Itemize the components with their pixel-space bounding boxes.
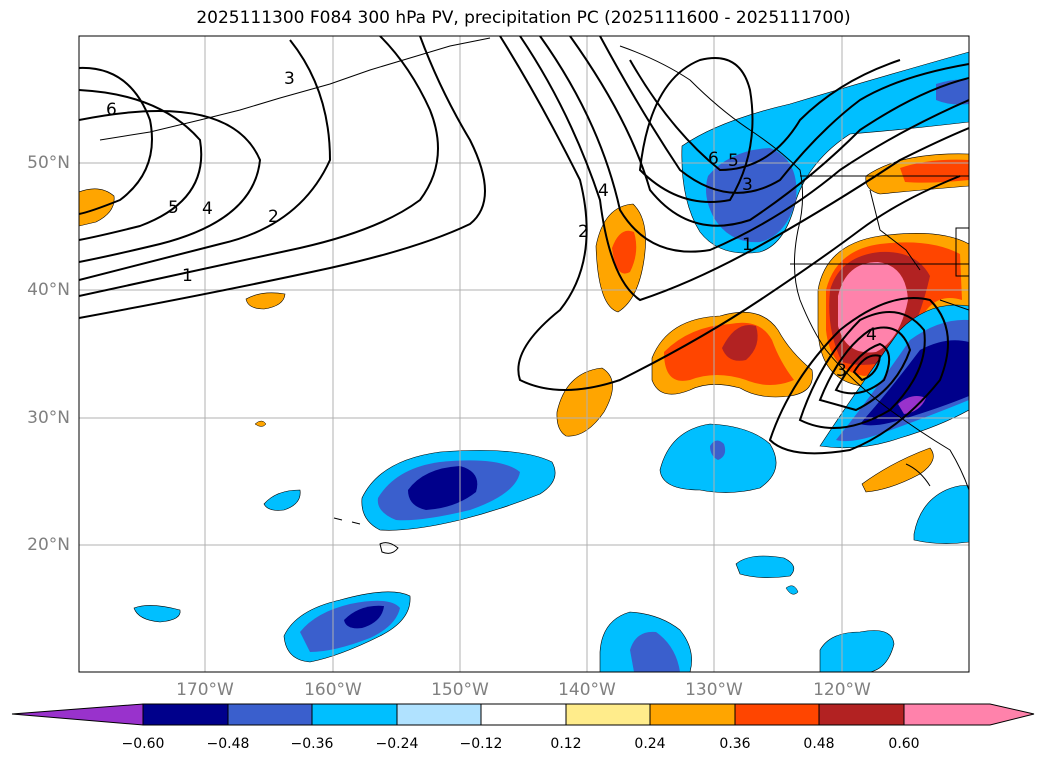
precip-neg-baja: [913, 485, 969, 544]
colorbar-tick-label: 0.36: [719, 736, 751, 752]
colorbar-pos-060: [903, 703, 1035, 726]
colorbar-tick-label: −0.12: [459, 736, 503, 752]
coastlines: [99, 37, 969, 554]
precip-neg-sw-dark: [860, 340, 969, 426]
colorbar-neg-036: [311, 703, 398, 726]
precip-neg-south-dark: [344, 605, 384, 629]
pv-contour-label: 4: [866, 325, 877, 345]
colorbar-tick-label: −0.48: [206, 736, 250, 752]
colorbar-pos-012: [565, 703, 651, 726]
colorbar-neg-024: [396, 703, 482, 726]
lon-label: 140°W: [558, 680, 616, 700]
pv-contour-label: 2: [268, 207, 279, 227]
pv-contour-label: 5: [168, 198, 179, 218]
lat-label: 40°N: [27, 280, 70, 300]
precip-neg-pnw-core: [706, 148, 797, 243]
pv-contour-label: 1: [182, 266, 193, 286]
pv-contour-label: 3: [284, 69, 295, 89]
map-frame: [78, 35, 970, 673]
precip-pos-141w-core: [612, 230, 637, 274]
pv-contour-label: 5: [728, 151, 739, 171]
colorbar-tick-label: 0.60: [888, 736, 920, 752]
graticule: [79, 36, 969, 672]
precipitation-shading: [79, 51, 969, 672]
lon-label: 130°W: [685, 680, 743, 700]
lat-label: 20°N: [27, 535, 70, 555]
colorbar-pos-048: [818, 703, 905, 726]
pv-contour-label: 6: [708, 149, 719, 169]
precip-neg-138w-core: [630, 631, 680, 672]
precip-neg-small-west: [263, 489, 301, 511]
pv-contour-label: 2: [578, 222, 589, 242]
pv-contour-label: 4: [202, 199, 213, 219]
precip-pos-coast-north-core: [900, 159, 969, 183]
lon-label: 150°W: [431, 680, 489, 700]
colorbar-neg-060: [142, 703, 229, 726]
precip-pos-west: [79, 188, 115, 227]
precip-neg-far-south-west: [133, 605, 181, 623]
precip-neg-126w: [735, 555, 795, 578]
pv-contour-label: 3: [742, 175, 753, 195]
pv-contour-label: 6: [106, 100, 117, 120]
colorbar-tick-label: 0.12: [550, 736, 582, 752]
colorbar-tick-label: −0.60: [121, 736, 165, 752]
map-title: 2025111300 F084 300 hPa PV, precipitatio…: [196, 8, 851, 28]
precip-neg-119w: [819, 630, 895, 672]
lat-label: 30°N: [27, 408, 70, 428]
pv-contour-label: 1: [742, 235, 753, 255]
colorbar-tick-label: −0.36: [290, 736, 334, 752]
lon-label: 120°W: [813, 680, 871, 700]
precip-pos-142w-south: [556, 367, 613, 437]
colorbar: [11, 703, 1035, 726]
colorbar-tick-label: 0.24: [634, 736, 666, 752]
lon-label: 160°W: [304, 680, 362, 700]
colorbar-pos-024: [649, 703, 736, 726]
precip-pos-mexico: [861, 447, 934, 493]
pv-contours: [79, 36, 969, 455]
lat-label: 50°N: [27, 153, 70, 173]
pv-contour-label: 3: [836, 361, 847, 381]
precip-neg-126w-small: [785, 585, 799, 595]
colorbar-neg-extreme: [11, 703, 144, 726]
colorbar-neutral: [480, 703, 567, 726]
pv-contour-label-group: 6 5 4 3 2 1 2 4 6 5 3 1 4 3: [106, 69, 877, 381]
precip-pos-small: [245, 292, 286, 310]
precip-pos-california-pink: [838, 262, 908, 353]
colorbar-tick-label: −0.24: [375, 736, 419, 752]
precip-pos-center-dark: [722, 324, 758, 361]
precip-pos-tiny: [254, 420, 267, 427]
colorbar-pos-036: [734, 703, 820, 726]
precip-neg-sw-purple: [898, 396, 926, 414]
pv-contour-label: 4: [598, 181, 609, 201]
lon-label: 170°W: [176, 680, 234, 700]
colorbar-tick-label: 0.48: [803, 736, 835, 752]
colorbar-neg-048: [227, 703, 313, 726]
